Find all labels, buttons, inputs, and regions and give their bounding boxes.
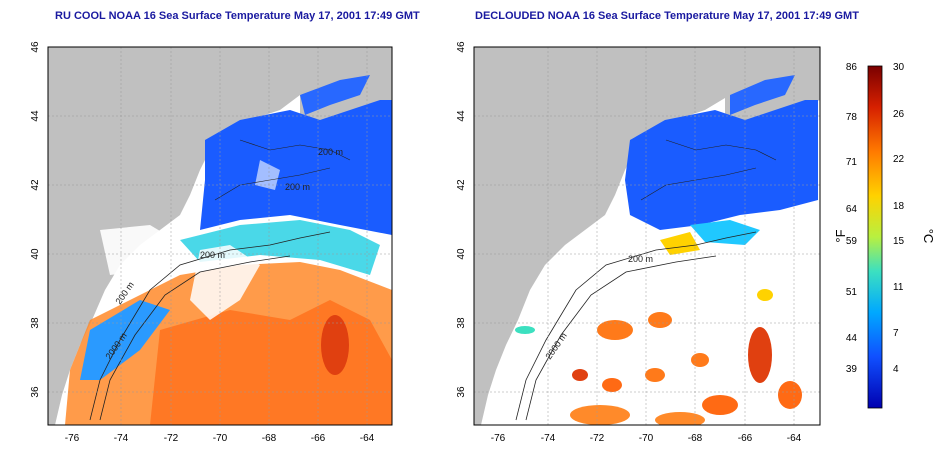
fahrenheit-tick: 86 (846, 62, 858, 73)
y-tick-label: 44 (456, 110, 467, 122)
contour-label: 200 m (200, 250, 225, 260)
left-x-axis: -76 -74 -72 -70 -68 -66 -64 (65, 433, 375, 444)
celsius-tick: 30 (893, 62, 905, 73)
map-right: 200 m 2000 m (474, 47, 820, 425)
celsius-tick: 7 (893, 328, 899, 339)
fahrenheit-tick: 59 (846, 236, 858, 247)
y-tick-label: 38 (30, 317, 41, 329)
land-right (474, 47, 820, 425)
cold-water-left (200, 100, 392, 235)
cold-water-right (625, 100, 818, 230)
x-tick-label: -76 (65, 433, 80, 444)
land-left (48, 47, 392, 425)
y-tick-label: 38 (456, 317, 467, 329)
y-tick-label: 36 (30, 386, 41, 398)
contour-label: 200 m (285, 182, 310, 192)
x-tick-label: -74 (541, 433, 556, 444)
y-tick-label: 44 (30, 110, 41, 122)
fahrenheit-tick: 64 (846, 204, 858, 215)
x-tick-label: -74 (114, 433, 129, 444)
y-tick-label: 40 (456, 248, 467, 260)
left-y-axis: 46 44 42 40 38 36 (30, 41, 41, 398)
colorbar: 86 78 71 64 59 51 44 39 30 26 22 18 15 1… (833, 62, 936, 409)
map-left: 200 m 200 m 200 m 200 m 2000 m (48, 47, 392, 425)
y-tick-label: 46 (30, 41, 41, 53)
y-tick-label: 42 (456, 179, 467, 191)
x-tick-label: -64 (787, 433, 802, 444)
fahrenheit-tick: 44 (846, 333, 858, 344)
x-tick-label: -70 (639, 433, 654, 444)
y-tick-label: 46 (456, 41, 467, 53)
x-tick-label: -66 (311, 433, 326, 444)
fahrenheit-tick: 71 (846, 157, 858, 168)
right-y-axis: 46 44 42 40 38 36 (456, 41, 467, 398)
celsius-tick: 26 (893, 109, 905, 120)
x-tick-label: -68 (262, 433, 277, 444)
panel-left-title: RU COOL NOAA 16 Sea Surface Temperature … (55, 10, 420, 22)
contour-label: 200 m (318, 147, 343, 157)
contour-label: 200 m (628, 254, 653, 264)
x-tick-label: -70 (213, 433, 228, 444)
y-tick-label: 40 (30, 248, 41, 260)
fahrenheit-tick: 78 (846, 112, 858, 123)
y-tick-label: 42 (30, 179, 41, 191)
right-x-axis: -76 -74 -72 -70 -68 -66 -64 (491, 433, 802, 444)
x-tick-label: -68 (688, 433, 703, 444)
x-tick-label: -64 (360, 433, 375, 444)
celsius-tick: 18 (893, 201, 905, 212)
celsius-tick: 15 (893, 236, 905, 247)
x-tick-label: -72 (590, 433, 605, 444)
celsius-tick: 22 (893, 154, 905, 165)
fahrenheit-unit-label: °F (833, 229, 848, 242)
panel-right-title: DECLOUDED NOAA 16 Sea Surface Temperatur… (475, 10, 859, 22)
x-tick-label: -76 (491, 433, 506, 444)
x-tick-label: -66 (738, 433, 753, 444)
fahrenheit-tick: 51 (846, 287, 858, 298)
y-tick-label: 36 (456, 386, 467, 398)
celsius-tick: 11 (893, 282, 904, 293)
x-tick-label: -72 (164, 433, 179, 444)
fahrenheit-tick: 39 (846, 364, 858, 375)
celsius-unit-label: °C (921, 229, 936, 244)
celsius-tick: 4 (893, 364, 899, 375)
